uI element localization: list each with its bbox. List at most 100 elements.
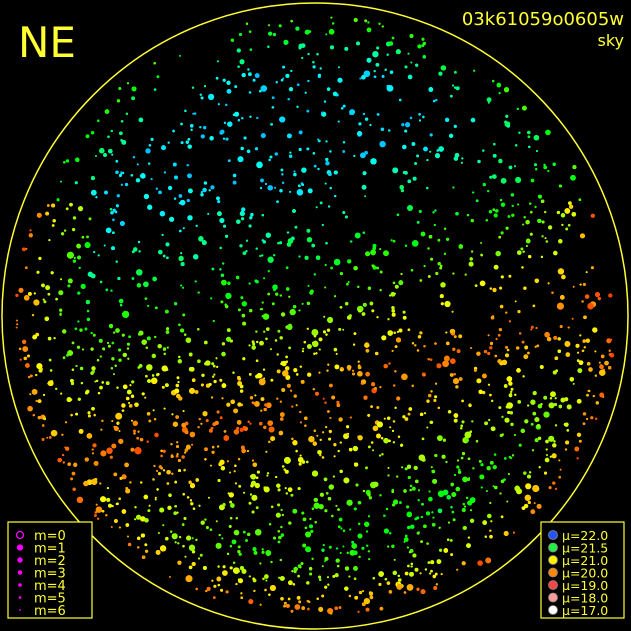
star: [86, 235, 89, 239]
star: [348, 594, 352, 598]
star: [301, 56, 304, 59]
star: [144, 297, 148, 300]
star: [242, 251, 247, 255]
star: [253, 589, 256, 593]
star: [104, 190, 108, 195]
star: [226, 460, 229, 463]
star: [243, 491, 246, 494]
star: [267, 270, 270, 273]
star: [431, 469, 436, 474]
star: [199, 93, 203, 97]
star: [499, 492, 502, 495]
star: [290, 609, 294, 613]
star: [324, 425, 328, 429]
star: [312, 387, 316, 391]
star: [325, 241, 328, 245]
star: [362, 112, 366, 116]
star: [240, 146, 244, 151]
star: [174, 480, 177, 484]
star: [460, 427, 463, 430]
star: [358, 309, 362, 313]
star: [525, 219, 530, 225]
star: [263, 486, 270, 493]
star: [157, 531, 160, 535]
star: [295, 26, 300, 31]
star: [21, 339, 27, 345]
star: [423, 265, 426, 268]
brightness-marker: [548, 605, 558, 615]
star: [249, 308, 253, 313]
star: [228, 471, 232, 474]
star: [505, 345, 509, 349]
star: [551, 291, 554, 294]
star: [183, 468, 186, 472]
star: [71, 471, 76, 476]
star: [50, 271, 54, 275]
star: [44, 316, 50, 322]
star: [503, 87, 510, 93]
star: [391, 544, 395, 548]
star: [423, 146, 428, 152]
star: [63, 229, 67, 232]
star: [346, 365, 352, 370]
star: [176, 511, 179, 514]
star: [76, 243, 81, 249]
star: [280, 597, 284, 601]
star: [324, 556, 329, 561]
star: [279, 336, 283, 340]
star: [519, 332, 522, 335]
star: [293, 170, 296, 173]
star: [97, 517, 100, 520]
star: [188, 544, 196, 551]
star: [260, 133, 266, 139]
star: [413, 465, 418, 470]
star: [523, 503, 529, 509]
star: [416, 154, 420, 158]
star: [51, 203, 56, 208]
star: [485, 490, 488, 493]
star: [369, 595, 374, 600]
star: [541, 220, 545, 224]
star: [296, 373, 299, 376]
star: [178, 355, 181, 359]
star: [567, 223, 571, 227]
star: [264, 588, 267, 592]
star: [326, 87, 331, 91]
star: [183, 516, 187, 520]
star: [327, 205, 331, 208]
star: [324, 401, 327, 405]
star: [325, 333, 328, 336]
star: [91, 478, 98, 485]
star: [470, 218, 474, 223]
star: [42, 298, 45, 301]
star: [333, 455, 336, 458]
star: [388, 129, 391, 132]
star: [285, 492, 288, 495]
star: [391, 312, 396, 317]
star: [234, 111, 240, 117]
star: [471, 420, 474, 423]
star: [227, 159, 231, 163]
star: [113, 373, 115, 376]
star: [162, 524, 165, 527]
star: [293, 172, 297, 177]
star: [452, 518, 456, 522]
star: [236, 426, 240, 430]
magnitude-label: m=2: [34, 554, 66, 569]
star: [140, 173, 146, 179]
star: [304, 29, 310, 35]
star: [148, 162, 151, 165]
star: [179, 199, 186, 206]
star: [584, 294, 590, 299]
star: [205, 526, 209, 530]
star: [437, 508, 443, 514]
star: [61, 433, 64, 436]
star: [521, 340, 525, 344]
star: [539, 365, 544, 369]
star: [132, 156, 136, 159]
star: [407, 564, 410, 568]
star: [482, 182, 486, 187]
star: [166, 469, 171, 475]
magnitude-marker: [17, 557, 23, 563]
star: [538, 466, 541, 469]
